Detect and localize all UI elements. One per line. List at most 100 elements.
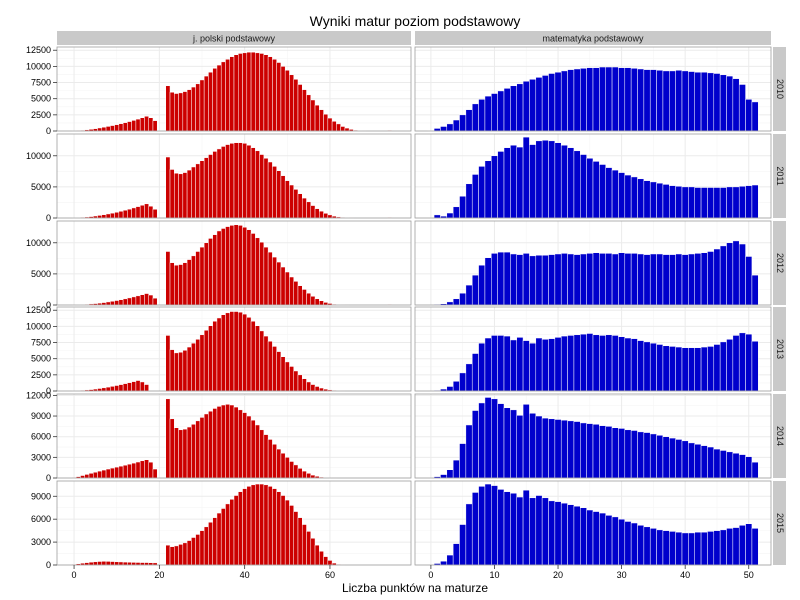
bar-polski-2012-36 bbox=[225, 226, 230, 306]
bar-matematyka-2014-35 bbox=[649, 433, 657, 479]
y-tick-label-2010-5: 12500 bbox=[26, 45, 51, 55]
bar-polski-2011-50 bbox=[284, 180, 290, 219]
y-tick-label-2013-0: 0 bbox=[46, 386, 51, 396]
bar-polski-2015-28 bbox=[191, 537, 196, 566]
bar-polski-2011-38 bbox=[233, 142, 239, 219]
bar-polski-2011-33 bbox=[212, 151, 218, 219]
bar-matematyka-2014-8 bbox=[478, 402, 486, 479]
bar-matematyka-2012-31 bbox=[624, 253, 632, 306]
bar-polski-2012-32 bbox=[208, 238, 213, 306]
bar-polski-2010-25 bbox=[178, 92, 184, 132]
bar-polski-2010-19 bbox=[152, 120, 158, 132]
bar-polski-2010-49 bbox=[280, 66, 286, 132]
bar-matematyka-2011-37 bbox=[662, 184, 670, 219]
bar-polski-2014-40 bbox=[242, 412, 248, 479]
bar-matematyka-2011-16 bbox=[529, 144, 537, 219]
bar-polski-2012-19 bbox=[152, 297, 158, 306]
bar-polski-2012-12 bbox=[122, 298, 128, 306]
bar-polski-2014-7 bbox=[101, 469, 107, 479]
bar-polski-2015-23 bbox=[169, 546, 175, 566]
bar-polski-2015-43 bbox=[255, 483, 260, 566]
bar-matematyka-2010-17 bbox=[535, 77, 543, 132]
bar-polski-2010-50 bbox=[284, 70, 290, 132]
bar-matematyka-2014-20 bbox=[554, 419, 562, 479]
bar-matematyka-2014-23 bbox=[573, 421, 581, 479]
y-tick-label-2013-4: 10000 bbox=[26, 321, 51, 331]
y-tick-label-2010-2: 5000 bbox=[31, 94, 51, 104]
bar-polski-2015-49 bbox=[280, 495, 286, 566]
bar-polski-2011-58 bbox=[319, 210, 324, 219]
row-strip-2014 bbox=[773, 394, 786, 478]
bar-polski-2011-48 bbox=[276, 170, 282, 219]
bar-matematyka-2014-49 bbox=[738, 454, 746, 479]
bar-matematyka-2011-1 bbox=[433, 214, 441, 219]
x-tick-label-1-2: 20 bbox=[553, 570, 563, 580]
bar-matematyka-2014-38 bbox=[669, 437, 676, 479]
bar-matematyka-2014-46 bbox=[719, 450, 727, 479]
bar-matematyka-2010-35 bbox=[649, 69, 657, 132]
bar-polski-2015-4 bbox=[88, 561, 94, 566]
bar-matematyka-2012-37 bbox=[662, 254, 670, 306]
bar-matematyka-2010-9 bbox=[484, 95, 492, 132]
bar-polski-2011-37 bbox=[229, 143, 235, 219]
bar-polski-2013-53 bbox=[297, 374, 303, 392]
bar-matematyka-2011-38 bbox=[669, 185, 676, 219]
bar-polski-2013-26 bbox=[182, 350, 188, 392]
bar-polski-2013-36 bbox=[225, 312, 230, 392]
bar-polski-2011-31 bbox=[203, 157, 209, 219]
bar-polski-2013-41 bbox=[246, 317, 252, 392]
bar-polski-2014-14 bbox=[131, 462, 137, 479]
bar-polski-2015-57 bbox=[314, 544, 320, 566]
bar-matematyka-2010-44 bbox=[707, 72, 715, 132]
bar-polski-2014-53 bbox=[297, 468, 303, 479]
bar-polski-2011-7 bbox=[101, 214, 107, 219]
bar-matematyka-2010-42 bbox=[694, 71, 702, 132]
bar-polski-2012-39 bbox=[238, 225, 243, 306]
bar-matematyka-2011-25 bbox=[586, 158, 594, 219]
bar-polski-2014-12 bbox=[122, 464, 128, 479]
bar-matematyka-2011-42 bbox=[694, 187, 702, 219]
bar-polski-2012-13 bbox=[127, 297, 132, 306]
y-tick-label-2013-2: 5000 bbox=[31, 354, 51, 364]
bar-polski-2011-14 bbox=[131, 207, 137, 219]
x-tick-label-0-1: 20 bbox=[154, 570, 164, 580]
bar-polski-2015-51 bbox=[289, 505, 294, 566]
bar-matematyka-2015-2 bbox=[440, 560, 448, 566]
bar-matematyka-2014-17 bbox=[535, 415, 543, 479]
bar-matematyka-2013-25 bbox=[586, 333, 594, 392]
bar-polski-2011-29 bbox=[195, 163, 201, 219]
bar-polski-2013-25 bbox=[178, 351, 184, 392]
bar-polski-2015-27 bbox=[186, 540, 192, 566]
bar-polski-2012-18 bbox=[148, 294, 154, 306]
bar-polski-2013-39 bbox=[238, 311, 243, 392]
bar-polski-2012-25 bbox=[178, 264, 184, 306]
bar-polski-2010-53 bbox=[297, 84, 303, 132]
bar-matematyka-2014-7 bbox=[471, 410, 479, 479]
bar-polski-2010-44 bbox=[259, 53, 265, 132]
bar-polski-2011-42 bbox=[250, 147, 256, 219]
bar-matematyka-2010-2 bbox=[440, 126, 448, 132]
bar-polski-2012-15 bbox=[135, 295, 141, 306]
bar-polski-2012-50 bbox=[284, 271, 290, 306]
bar-matematyka-2014-29 bbox=[611, 427, 619, 479]
bar-polski-2012-31 bbox=[203, 242, 209, 306]
y-tick-label-2010-3: 7500 bbox=[31, 78, 51, 88]
bar-matematyka-2013-41 bbox=[688, 347, 695, 392]
bar-polski-2012-26 bbox=[182, 262, 188, 306]
bar-polski-2013-44 bbox=[259, 330, 265, 392]
bar-polski-2014-24 bbox=[174, 427, 179, 479]
bar-matematyka-2012-46 bbox=[719, 245, 727, 306]
bar-matematyka-2011-4 bbox=[452, 206, 460, 219]
bar-matematyka-2015-33 bbox=[637, 525, 645, 566]
bar-matematyka-2015-19 bbox=[548, 500, 556, 566]
bar-matematyka-2011-19 bbox=[548, 140, 556, 219]
bar-matematyka-2012-12 bbox=[503, 251, 511, 306]
bar-matematyka-2012-41 bbox=[688, 253, 695, 306]
bar-matematyka-2011-15 bbox=[522, 136, 530, 219]
bar-polski-2013-51 bbox=[289, 366, 294, 392]
bar-polski-2013-38 bbox=[233, 311, 239, 392]
bar-polski-2014-4 bbox=[88, 473, 94, 479]
bar-matematyka-2010-5 bbox=[459, 114, 467, 132]
bar-polski-2011-28 bbox=[191, 166, 196, 219]
y-tick-label-2011-0: 0 bbox=[46, 213, 51, 223]
